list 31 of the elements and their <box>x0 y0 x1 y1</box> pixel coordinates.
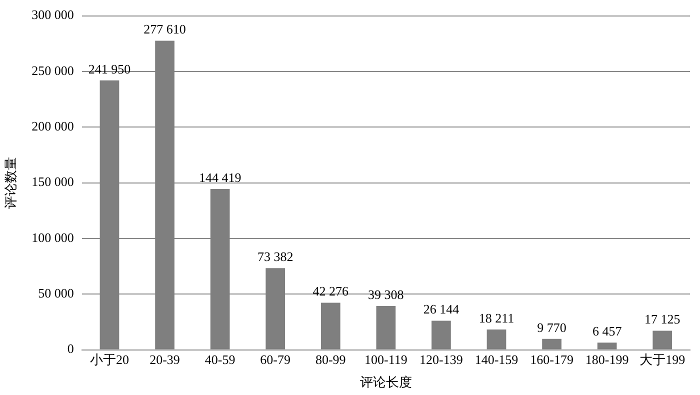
data-label: 42 276 <box>312 284 350 299</box>
y-tick-label: 50 000 <box>38 286 74 301</box>
y-axis-title: 评论数量 <box>3 156 18 209</box>
x-tick-label: 40-59 <box>204 352 236 368</box>
data-label: 26 144 <box>423 302 460 317</box>
x-tick-label: 120-139 <box>420 352 463 368</box>
x-tick-label: 100-119 <box>364 352 408 368</box>
y-tick-label: 150 000 <box>32 174 74 190</box>
x-tick-label: 60-79 <box>260 352 291 368</box>
y-tick-label: 100 000 <box>32 230 74 245</box>
data-label: 39 308 <box>368 286 404 302</box>
y-tick-label: 0 <box>67 341 74 356</box>
x-tick-label: 180-199 <box>585 352 629 368</box>
y-tick-label: 200 000 <box>32 118 74 134</box>
x-tick-label: 80-99 <box>315 352 346 368</box>
x-tick-label: 20-39 <box>150 352 180 368</box>
y-tick-label: 250 000 <box>32 62 74 78</box>
x-tick-label: 小于20 <box>90 352 129 368</box>
data-label: 9 770 <box>537 320 566 335</box>
data-label: 18 211 <box>478 310 514 326</box>
x-tick-label: 140-159 <box>474 352 518 368</box>
y-tick-label: 300 000 <box>32 7 74 22</box>
data-label: 6 457 <box>592 324 622 339</box>
data-label: 144 419 <box>198 170 242 185</box>
data-label: 277 610 <box>144 22 186 37</box>
x-axis-title: 评论长度 <box>360 374 412 390</box>
data-label: 241 950 <box>88 61 131 76</box>
data-label: 73 382 <box>257 249 294 264</box>
x-tick-label: 160-179 <box>530 352 574 368</box>
data-label: 17 125 <box>644 312 680 327</box>
x-tick-label: 大于199 <box>640 352 686 368</box>
